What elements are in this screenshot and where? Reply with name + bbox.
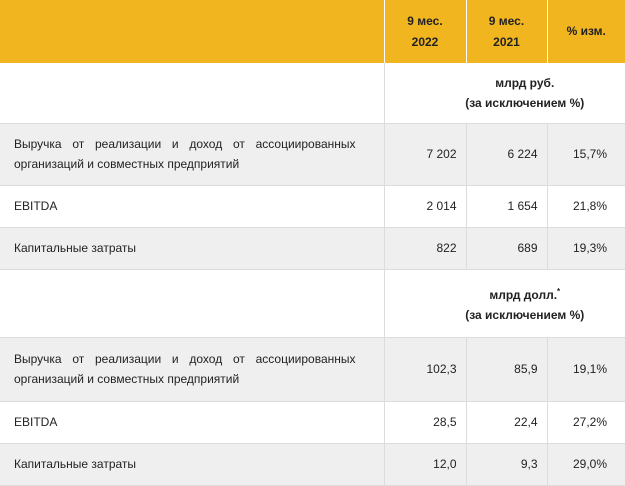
header-label-cell	[0, 0, 385, 63]
value-2022: 822	[384, 227, 467, 270]
value-2021: 85,9	[466, 337, 548, 402]
unit-label-usd: млрд долл.* (за исключением %)	[383, 269, 625, 338]
value-change: 21,8%	[547, 185, 625, 228]
unit-row-usd: млрд долл.* (за исключением %)	[0, 269, 625, 338]
header-9m-2022: 9 мес. 2022	[384, 0, 467, 63]
footnote-mark: *	[557, 286, 561, 296]
table-row: EBITDA 28,5 22,4 27,2%	[0, 401, 625, 444]
value-2022: 7 202	[384, 123, 467, 186]
row-label: EBITDA	[0, 401, 385, 444]
value-change: 15,7%	[547, 123, 625, 186]
table-row: Капитальные затраты 822 689 19,3%	[0, 227, 625, 270]
value-change: 29,0%	[547, 443, 625, 486]
table-header-row: 9 мес. 2022 9 мес. 2021 % изм.	[0, 0, 625, 63]
value-change: 19,1%	[547, 337, 625, 402]
value-2021: 22,4	[466, 401, 548, 444]
value-2022: 2 014	[384, 185, 467, 228]
unit-label-rub: млрд руб. (за исключением %)	[383, 63, 625, 124]
value-2021: 9,3	[466, 443, 548, 486]
value-change: 27,2%	[547, 401, 625, 444]
header-change: % изм.	[547, 0, 625, 63]
value-2022: 102,3	[384, 337, 467, 402]
value-2021: 6 224	[466, 123, 548, 186]
row-label: EBITDA	[0, 185, 385, 228]
row-label: Капитальные затраты	[0, 443, 385, 486]
row-label: Выручка от реализации и доход от ассоции…	[0, 337, 385, 402]
table-row: Выручка от реализации и доход от ассоции…	[0, 123, 625, 186]
table-row: Капитальные затраты 12,0 9,3 29,0%	[0, 443, 625, 486]
header-9m-2021: 9 мес. 2021	[466, 0, 548, 63]
unit-row-rub: млрд руб. (за исключением %)	[0, 63, 625, 124]
value-2022: 12,0	[384, 443, 467, 486]
table-row: EBITDA 2 014 1 654 21,8%	[0, 185, 625, 228]
value-2021: 1 654	[466, 185, 548, 228]
value-2022: 28,5	[384, 401, 467, 444]
value-2021: 689	[466, 227, 548, 270]
value-change: 19,3%	[547, 227, 625, 270]
row-label: Капитальные затраты	[0, 227, 385, 270]
table-row: Выручка от реализации и доход от ассоции…	[0, 337, 625, 402]
row-label: Выручка от реализации и доход от ассоции…	[0, 123, 385, 186]
